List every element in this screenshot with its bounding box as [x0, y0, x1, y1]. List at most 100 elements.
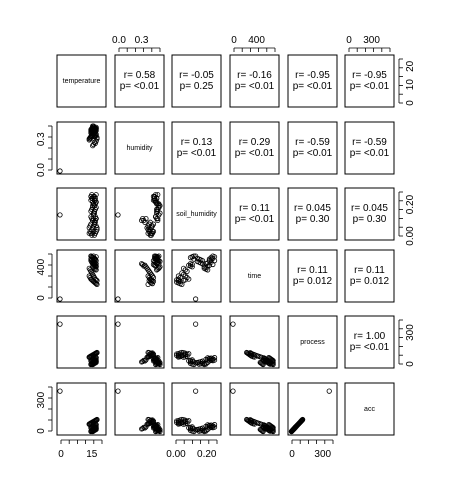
- correlation-p-label: p= 0.30: [353, 214, 387, 225]
- panel-humidity-humidity: [114, 121, 165, 175]
- data-point: [155, 217, 161, 224]
- panel-humidity-soil_humidity: [171, 121, 222, 175]
- correlation-r-label: r= 0.11: [354, 265, 385, 276]
- panel-time-temperature: [56, 249, 107, 303]
- data-point: [266, 355, 272, 361]
- panel-soil_humidity-temperature: [56, 187, 107, 241]
- data-point: [115, 212, 121, 218]
- data-point: [211, 254, 218, 260]
- correlation-r-label: r= 1.00: [354, 331, 386, 342]
- panel-acc-acc: [344, 382, 395, 436]
- correlation-p-label: p= <0.01: [235, 214, 275, 225]
- panel-temperature-acc: [344, 54, 395, 108]
- tick-label: 0.3: [135, 35, 149, 46]
- data-point: [149, 228, 155, 235]
- panel-acc-process: [287, 382, 338, 436]
- correlation-p-label: p= 0.012: [293, 276, 333, 287]
- data-point: [94, 349, 100, 356]
- data-point: [141, 357, 147, 363]
- data-point: [93, 264, 99, 270]
- data-point: [93, 261, 99, 267]
- data-point: [292, 424, 298, 430]
- data-point: [91, 256, 98, 262]
- tick-label: 0: [36, 428, 47, 434]
- data-point: [155, 422, 161, 428]
- correlation-p-label: p= <0.01: [120, 81, 160, 92]
- data-point: [266, 422, 272, 428]
- panel-temperature-process: [287, 54, 338, 108]
- panel-temperature-soil_humidity: [171, 54, 222, 108]
- data-point: [154, 257, 160, 263]
- correlation-r-label: r= -0.05: [179, 70, 214, 81]
- data-point: [143, 216, 149, 222]
- data-point: [208, 422, 214, 428]
- data-point: [299, 417, 305, 424]
- correlation-r-label: r= -0.95: [352, 70, 387, 81]
- data-point: [267, 423, 273, 429]
- data-point: [57, 168, 63, 174]
- variable-label-humidity: humidity: [126, 145, 153, 152]
- data-point: [260, 357, 266, 363]
- correlation-r-label: r= 0.045: [294, 203, 331, 214]
- data-point: [189, 261, 195, 268]
- data-point: [92, 280, 98, 286]
- panel-time-process: [287, 249, 338, 303]
- panel-acc-temperature: [56, 382, 107, 436]
- panel-humidity-process: [287, 121, 338, 175]
- data-point: [261, 424, 267, 430]
- data-point: [143, 264, 149, 270]
- variable-label-time: time: [248, 273, 261, 280]
- data-point: [145, 349, 151, 356]
- tick-label: 300: [314, 449, 331, 460]
- data-point: [154, 359, 160, 366]
- data-point: [182, 267, 188, 273]
- data-point: [186, 418, 192, 424]
- tick-label: 0: [36, 295, 47, 301]
- data-point: [230, 321, 236, 327]
- data-point: [92, 140, 98, 146]
- panel-time-acc: [344, 249, 395, 303]
- data-point: [208, 355, 214, 361]
- panel-soil_humidity-soil_humidity: [171, 187, 222, 241]
- correlation-r-label: r= 0.11: [239, 203, 270, 214]
- data-point: [205, 426, 211, 433]
- correlation-p-label: p= <0.01: [350, 81, 390, 92]
- data-point: [93, 138, 99, 144]
- data-point: [92, 260, 98, 266]
- data-point: [91, 259, 98, 265]
- data-point: [193, 321, 199, 327]
- data-point: [292, 425, 298, 431]
- tick-label: 0: [289, 449, 295, 460]
- data-point: [300, 416, 306, 423]
- data-point: [93, 267, 99, 273]
- data-point: [181, 271, 187, 278]
- data-point: [189, 357, 195, 363]
- data-point: [143, 357, 149, 363]
- panel-time-soil_humidity: [171, 249, 222, 303]
- data-point: [93, 424, 99, 430]
- data-point: [245, 417, 251, 424]
- correlation-p-label: p= <0.01: [350, 342, 390, 353]
- data-point: [154, 195, 160, 201]
- data-point: [155, 355, 161, 361]
- tick-label: 0.20: [197, 449, 217, 460]
- correlation-p-label: p= <0.01: [350, 148, 390, 159]
- variable-label-process: process: [300, 339, 325, 346]
- data-point: [184, 268, 190, 274]
- correlation-p-label: p= <0.01: [293, 81, 333, 92]
- panel-time-humidity: [114, 249, 165, 303]
- panel-soil_humidity-process: [287, 187, 338, 241]
- panel-soil_humidity-acc: [344, 187, 395, 241]
- tick-label: 10: [405, 79, 416, 91]
- panel-humidity-time: [229, 121, 280, 175]
- tick-label: 0.0: [36, 163, 47, 177]
- data-point: [291, 425, 297, 432]
- tick-label: 15: [86, 449, 98, 460]
- data-point: [211, 422, 218, 428]
- data-point: [205, 267, 211, 273]
- data-point: [230, 388, 236, 394]
- panel-process-acc: [344, 315, 395, 369]
- data-point: [93, 357, 99, 363]
- data-point: [147, 219, 153, 225]
- data-point: [115, 388, 121, 394]
